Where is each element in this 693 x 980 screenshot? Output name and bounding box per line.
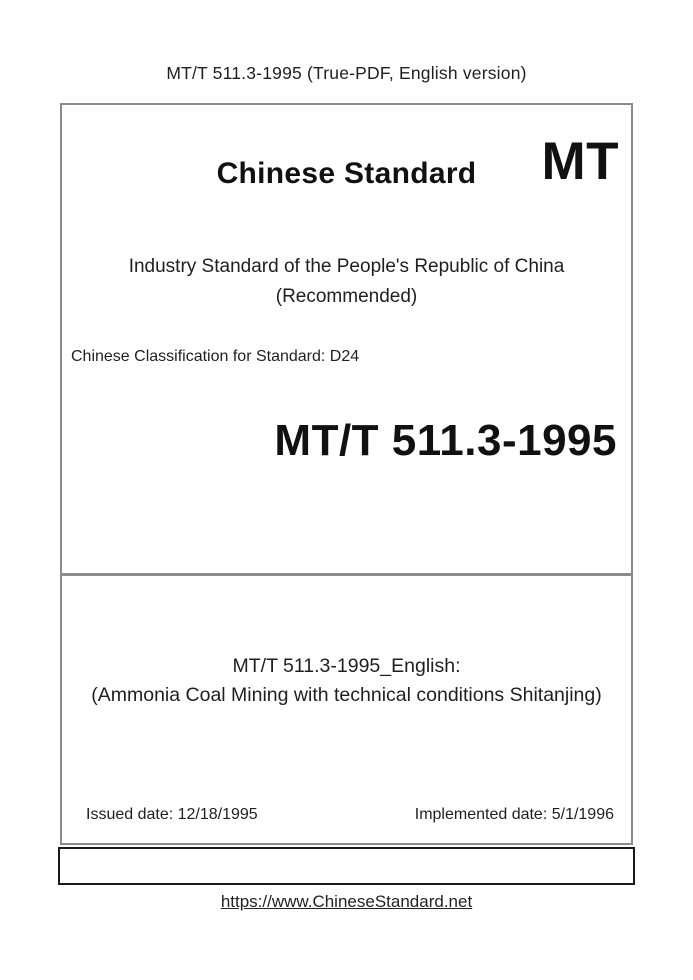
dates-row: Issued date: 12/18/1995 Implemented date… (62, 806, 631, 824)
document-header-title: MT/T 511.3-1995 (True-PDF, English versi… (166, 63, 527, 83)
brand-title: Chinese Standard (216, 157, 477, 190)
english-title-line1: MT/T 511.3-1995_English: (232, 655, 461, 677)
org-statement-line1: Industry Standard of the People's Republ… (128, 256, 565, 277)
footer-website-link[interactable]: https://www.ChineseStandard.net (220, 892, 473, 911)
cover-details-panel: MT/T 511.3-1995_English: (Ammonia Coal M… (60, 575, 633, 845)
empty-note-box (58, 847, 635, 885)
org-statement: Industry Standard of the People's Republ… (62, 252, 631, 312)
brand-logo-mt: MT (541, 132, 619, 191)
english-title-line2: (Ammonia Coal Mining with technical cond… (91, 684, 602, 706)
implemented-date: Implemented date: 5/1/1996 (414, 806, 614, 823)
document-footer: https://www.ChineseStandard.net (0, 892, 693, 912)
issued-date: Issued date: 12/18/1995 (86, 806, 258, 823)
standard-number: MT/T 511.3-1995 (274, 416, 617, 465)
classification-code: Chinese Classification for Standard: D24 (71, 348, 360, 365)
cover-main-panel: Chinese Standard MT Industry Standard of… (60, 103, 633, 575)
english-title: MT/T 511.3-1995_English: (Ammonia Coal M… (62, 652, 631, 710)
org-statement-line2: (Recommended) (275, 286, 418, 307)
